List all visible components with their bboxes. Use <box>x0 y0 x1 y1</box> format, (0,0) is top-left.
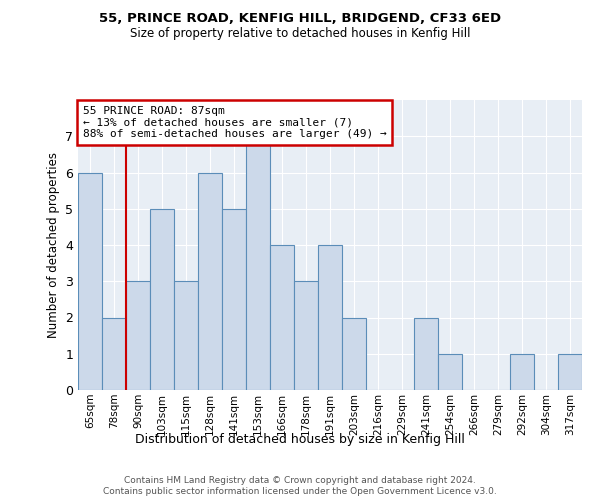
Text: Distribution of detached houses by size in Kenfig Hill: Distribution of detached houses by size … <box>135 432 465 446</box>
Bar <box>175 281 197 390</box>
Bar <box>151 209 173 390</box>
Bar <box>439 354 461 390</box>
Text: Contains public sector information licensed under the Open Government Licence v3: Contains public sector information licen… <box>103 488 497 496</box>
Text: 55, PRINCE ROAD, KENFIG HILL, BRIDGEND, CF33 6ED: 55, PRINCE ROAD, KENFIG HILL, BRIDGEND, … <box>99 12 501 26</box>
Bar <box>103 318 125 390</box>
Bar <box>559 354 581 390</box>
Text: Contains HM Land Registry data © Crown copyright and database right 2024.: Contains HM Land Registry data © Crown c… <box>124 476 476 485</box>
Text: 55 PRINCE ROAD: 87sqm
← 13% of detached houses are smaller (7)
88% of semi-detac: 55 PRINCE ROAD: 87sqm ← 13% of detached … <box>83 106 387 139</box>
Bar <box>247 136 269 390</box>
Bar <box>343 318 365 390</box>
Y-axis label: Number of detached properties: Number of detached properties <box>47 152 59 338</box>
Bar <box>511 354 533 390</box>
Bar <box>271 245 293 390</box>
Bar <box>295 281 317 390</box>
Bar <box>319 245 341 390</box>
Bar <box>415 318 437 390</box>
Bar <box>127 281 149 390</box>
Bar <box>199 172 221 390</box>
Bar <box>223 209 245 390</box>
Text: Size of property relative to detached houses in Kenfig Hill: Size of property relative to detached ho… <box>130 28 470 40</box>
Bar <box>79 172 101 390</box>
